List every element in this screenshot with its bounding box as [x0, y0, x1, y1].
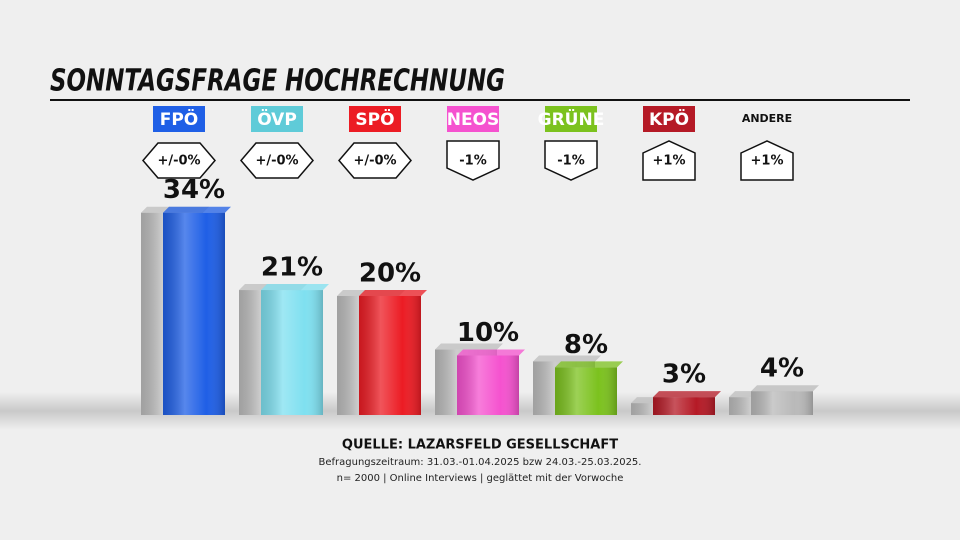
change-badge — [446, 140, 500, 181]
bar-shine — [555, 367, 617, 415]
note: Befragungszeitraum: 31.03.-01.04.2025 bz… — [319, 457, 642, 468]
party-label-box — [153, 106, 205, 132]
value-label: 34% — [163, 175, 225, 205]
chart-title: SONNTAGSFRAGE HOCHRECHNUNG — [50, 64, 505, 99]
change-badge — [544, 140, 598, 181]
value-label: 10% — [457, 318, 519, 348]
bar-top — [163, 206, 231, 213]
change-label: +/-0% — [157, 154, 200, 169]
previous-bar-top — [533, 355, 601, 362]
previous-bar-top — [435, 343, 503, 350]
bar-shine — [163, 212, 225, 415]
party-label: SPÖ — [355, 108, 394, 130]
bar-top — [359, 290, 427, 296]
change-badge — [740, 140, 794, 181]
bar-top — [653, 391, 721, 398]
party-label: ANDERE — [742, 112, 792, 125]
value-label: 8% — [564, 330, 608, 360]
change-badge — [142, 142, 216, 179]
change-label: +/-0% — [255, 154, 298, 169]
bar-top — [555, 361, 623, 368]
bar-shine — [359, 296, 421, 415]
bar-shine — [261, 290, 323, 415]
change-badge — [338, 142, 412, 179]
party-label-box — [643, 106, 695, 132]
value-label: 20% — [359, 259, 421, 289]
bar-top — [457, 349, 525, 356]
party-label: KPÖ — [649, 108, 689, 130]
change-label: -1% — [557, 154, 584, 169]
change-label: +1% — [751, 154, 784, 169]
party-label: NEOS — [447, 110, 500, 130]
party-label: FPÖ — [160, 108, 199, 130]
bar-top — [261, 284, 329, 291]
bar-shine — [653, 397, 715, 415]
value-label: 21% — [261, 253, 323, 283]
party-label: GRÜNE — [538, 108, 605, 130]
value-label: 3% — [662, 360, 706, 390]
party-label-box — [545, 106, 597, 132]
change-label: +/-0% — [353, 154, 396, 169]
party-label-box — [447, 106, 499, 132]
change-label: -1% — [459, 154, 486, 169]
change-badge — [642, 140, 696, 181]
party-label-box — [349, 106, 401, 132]
party-label-box — [251, 106, 303, 132]
party-label: ÖVP — [257, 108, 297, 130]
note: n= 2000 | Online Interviews | geglättet … — [337, 473, 624, 484]
bar-shine — [751, 391, 813, 415]
bar-top — [751, 385, 819, 392]
change-label: +1% — [653, 154, 686, 169]
value-label: 4% — [760, 354, 804, 384]
bar-shine — [457, 355, 519, 415]
change-badge — [240, 142, 314, 179]
source: QUELLE: LAZARSFELD GESELLSCHAFT — [342, 438, 618, 453]
